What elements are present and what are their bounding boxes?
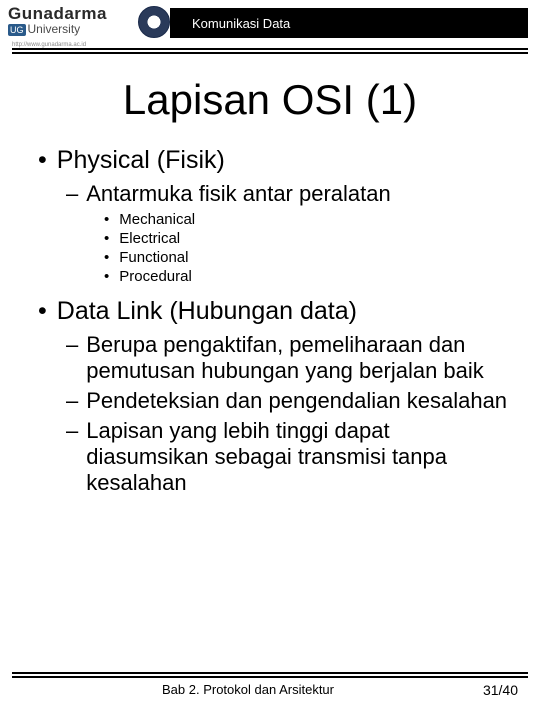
footer-rule-2	[12, 676, 528, 678]
header-rule-1	[12, 48, 528, 50]
slide-title: Lapisan OSI (1)	[0, 76, 540, 124]
item: Electrical	[104, 230, 512, 247]
slide-content: Physical (Fisik) Antarmuka fisik antar p…	[0, 146, 540, 496]
section-heading: Data Link (Hubungan data)	[38, 297, 512, 326]
subpoint: Antarmuka fisik antar peralatan	[66, 181, 512, 207]
course-title: Komunikasi Data	[192, 16, 290, 31]
slide-header: Gunadarma UGUniversity http://www.gunada…	[0, 0, 540, 58]
footer-rule-1	[12, 672, 528, 674]
item: Functional	[104, 249, 512, 266]
footer-page-number: 31/40	[483, 682, 518, 698]
section-heading: Physical (Fisik)	[38, 146, 512, 175]
seal-icon	[138, 6, 170, 38]
header-rule-2	[12, 52, 528, 54]
subpoint: Berupa pengaktifan, pemeliharaan dan pem…	[66, 332, 512, 384]
item: Procedural	[104, 268, 512, 285]
subpoint: Lapisan yang lebih tinggi dapat diasumsi…	[66, 418, 512, 496]
subpoint: Pendeteksian dan pengendalian kesalahan	[66, 388, 512, 414]
slide-footer: Bab 2. Protokol dan Arsitektur 31/40	[12, 672, 528, 704]
item: Mechanical	[104, 211, 512, 228]
course-title-bar: Komunikasi Data	[170, 8, 528, 38]
footer-chapter: Bab 2. Protokol dan Arsitektur	[162, 682, 334, 697]
